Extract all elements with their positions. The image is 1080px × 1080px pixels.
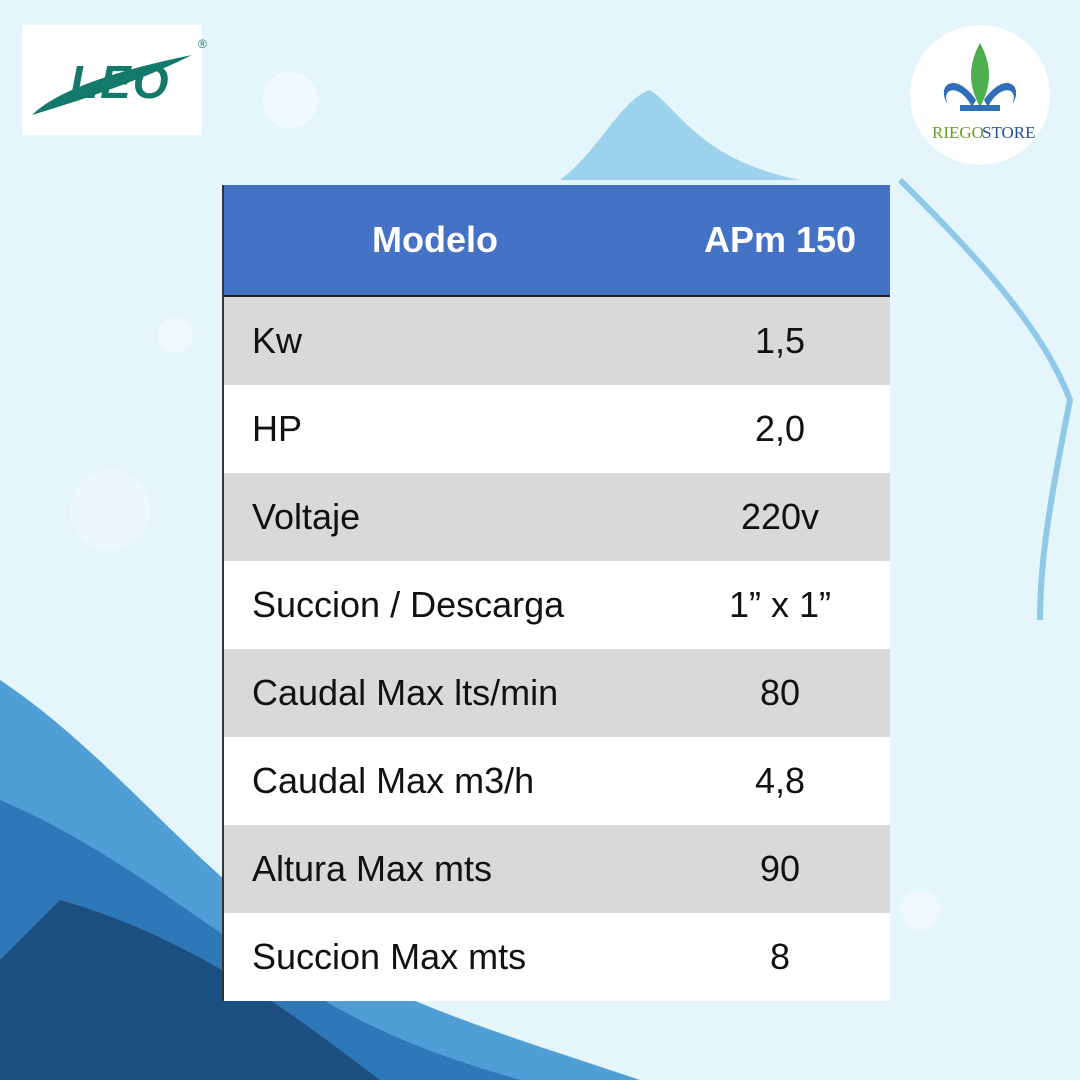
spec-label: Caudal Max m3/h xyxy=(252,760,535,801)
spec-label: Succion / Descarga xyxy=(252,584,565,625)
header-cell: APm 150 xyxy=(703,219,857,260)
spec-label: Kw xyxy=(252,320,303,361)
store-logo: RIEGO STORE xyxy=(910,25,1050,165)
logo-swoosh xyxy=(32,55,192,115)
spec-value: 4,8 xyxy=(754,760,806,801)
spec-label: Voltaje xyxy=(252,496,361,537)
logo-text: LEO xyxy=(70,56,171,108)
table-row: Caudal Max m3/h 4,8 xyxy=(224,737,890,825)
table-row: HP 2,0 xyxy=(224,385,890,473)
table-row: Kw 1,5 xyxy=(224,297,890,385)
spec-value: 2,0 xyxy=(754,408,806,449)
header-cell: Modelo xyxy=(372,219,498,260)
spec-label: Altura Max mts xyxy=(252,848,493,889)
table-row: Caudal Max lts/min 80 xyxy=(224,649,890,737)
table-header: Modelo APm 150 xyxy=(224,185,890,297)
spec-value: 1” x 1” xyxy=(728,584,832,625)
table-row: Succion Max mts 8 xyxy=(224,913,890,1001)
spec-label: Succion Max mts xyxy=(252,936,527,977)
spec-label: HP xyxy=(252,408,303,449)
store-name-1: RIEGO xyxy=(932,123,984,142)
store-name-2: STORE xyxy=(982,123,1036,142)
spec-value: 1,5 xyxy=(754,320,806,361)
fleur-de-lis xyxy=(943,43,1017,111)
spec-table: Modelo APm 150 Kw 1,5 HP 2,0 Voltaje 220v Succ… xyxy=(222,185,890,1001)
spec-value: 220v xyxy=(740,496,820,537)
spec-value: 8 xyxy=(769,936,791,977)
table-row: Altura Max mts 90 xyxy=(224,825,890,913)
registered-mark: ® xyxy=(198,37,207,51)
table-row: Voltaje 220v xyxy=(224,473,890,561)
spec-label: Caudal Max lts/min xyxy=(252,672,559,713)
table-row: Succion / Descarga 1” x 1” xyxy=(224,561,890,649)
spec-value: 90 xyxy=(759,848,801,889)
leo-logo: LEO ® xyxy=(22,25,207,135)
spec-value: 80 xyxy=(759,672,801,713)
